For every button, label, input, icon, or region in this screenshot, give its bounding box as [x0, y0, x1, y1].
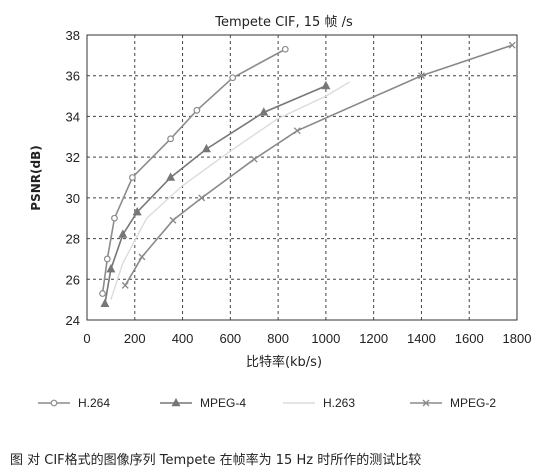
series-mpeg-2-point [417, 72, 425, 80]
marker-stroke [417, 72, 425, 80]
series-h-264-point [103, 255, 111, 263]
series-h-264-point [281, 45, 289, 53]
series-mpeg-2-point [250, 155, 258, 163]
series-mpeg-2-point [293, 127, 301, 135]
series-h-264 [99, 45, 289, 297]
y-tick-label: 30 [66, 191, 80, 206]
y-tick-label: 32 [66, 150, 80, 165]
figure-caption: 图 对 CIF格式的图像序列 Tempete 在帧率为 15 Hz 时所作的测试… [10, 453, 422, 468]
marker-stroke [138, 253, 146, 261]
x-tick-label: 1000 [311, 331, 340, 346]
y-tick-label: 26 [66, 272, 80, 287]
legend-item-mpeg-4-marker [171, 397, 181, 407]
legend-item-h-263: H.263 [283, 396, 355, 410]
x-tick-label: 1600 [455, 331, 484, 346]
y-tick-label: 28 [66, 232, 80, 247]
legend-item-mpeg-4-label: MPEG-4 [200, 396, 246, 410]
series-h-263 [110, 81, 351, 300]
x-tick-label: 1200 [359, 331, 388, 346]
y-tick-label: 36 [66, 69, 80, 84]
series-mpeg-2 [121, 41, 516, 289]
marker-stroke [422, 399, 430, 407]
marker-stroke [169, 216, 177, 224]
x-tick-label: 1400 [407, 331, 436, 346]
legend-item-h-263-label: H.263 [323, 396, 355, 410]
series-h-264-point [111, 214, 118, 222]
series-h-264-line [101, 48, 286, 294]
series-mpeg-4-point [166, 172, 176, 181]
legend-item-mpeg-2-label: MPEG-2 [450, 396, 496, 410]
series-mpeg-2-point [508, 41, 516, 49]
chart-title: Tempete CIF, 15 帧 /s [214, 15, 353, 30]
series-mpeg-4-point [100, 298, 110, 308]
legend-item-h-264: H.264 [38, 396, 110, 410]
marker-stroke [198, 194, 206, 202]
series-h-264-point [99, 290, 106, 297]
series-h-264-point [128, 174, 136, 181]
series-mpeg-4-point [259, 107, 269, 116]
legend-item-mpeg-4: MPEG-4 [160, 396, 246, 410]
x-tick-label: 0 [83, 331, 90, 346]
series-mpeg-2-point [198, 194, 206, 202]
series-mpeg-4-point [106, 263, 116, 273]
legend-item-h-264-label: H.264 [78, 396, 110, 410]
x-tick-label: 600 [219, 331, 241, 346]
y-axis-label: PSNR(dB) [29, 145, 43, 210]
series-mpeg-4-point [321, 80, 331, 90]
marker-stroke [250, 155, 258, 163]
series-h-264-point [167, 135, 175, 143]
y-axis: 24 26 28 30 32 34 36 38 [66, 28, 80, 328]
series-mpeg-2-point [169, 216, 177, 224]
legend: H.264 MPEG-4 H.263 MPEG-2 [38, 396, 496, 410]
y-tick-label: 24 [66, 313, 80, 328]
series-mpeg-4-point [132, 206, 142, 216]
x-axis: 0 200 400 600 800 1000 1200 1400 1600 1800 [83, 331, 531, 346]
series-h-264-point [193, 106, 201, 114]
series-mpeg-2-point [138, 253, 146, 261]
x-tick-label: 200 [124, 331, 146, 346]
x-tick-label: 400 [172, 331, 194, 346]
y-tick-label: 34 [66, 109, 80, 124]
marker-stroke [293, 127, 301, 135]
series-mpeg-4-point [201, 143, 211, 153]
series-mpeg-4-point [118, 229, 128, 238]
grid [87, 35, 517, 320]
series-mpeg-4-line [104, 85, 327, 304]
series-h-263-line [110, 81, 351, 300]
series-mpeg-2-point [121, 281, 129, 289]
series-h-264-point [229, 74, 237, 82]
plot-frame [86, 34, 518, 321]
legend-item-mpeg-2-marker [422, 399, 430, 407]
series-layer [99, 41, 516, 308]
marker-stroke [508, 41, 516, 49]
legend-item-mpeg-2: MPEG-2 [410, 396, 496, 410]
x-axis-label: 比特率(kb/s) [246, 354, 322, 370]
x-tick-label: 800 [267, 331, 289, 346]
legend-item-h-264-marker [50, 399, 58, 407]
marker-stroke [121, 281, 129, 289]
series-mpeg-2-line [124, 44, 513, 286]
x-tick-label: 1800 [503, 331, 532, 346]
series-mpeg-4 [100, 80, 331, 308]
y-tick-label: 38 [66, 28, 80, 43]
